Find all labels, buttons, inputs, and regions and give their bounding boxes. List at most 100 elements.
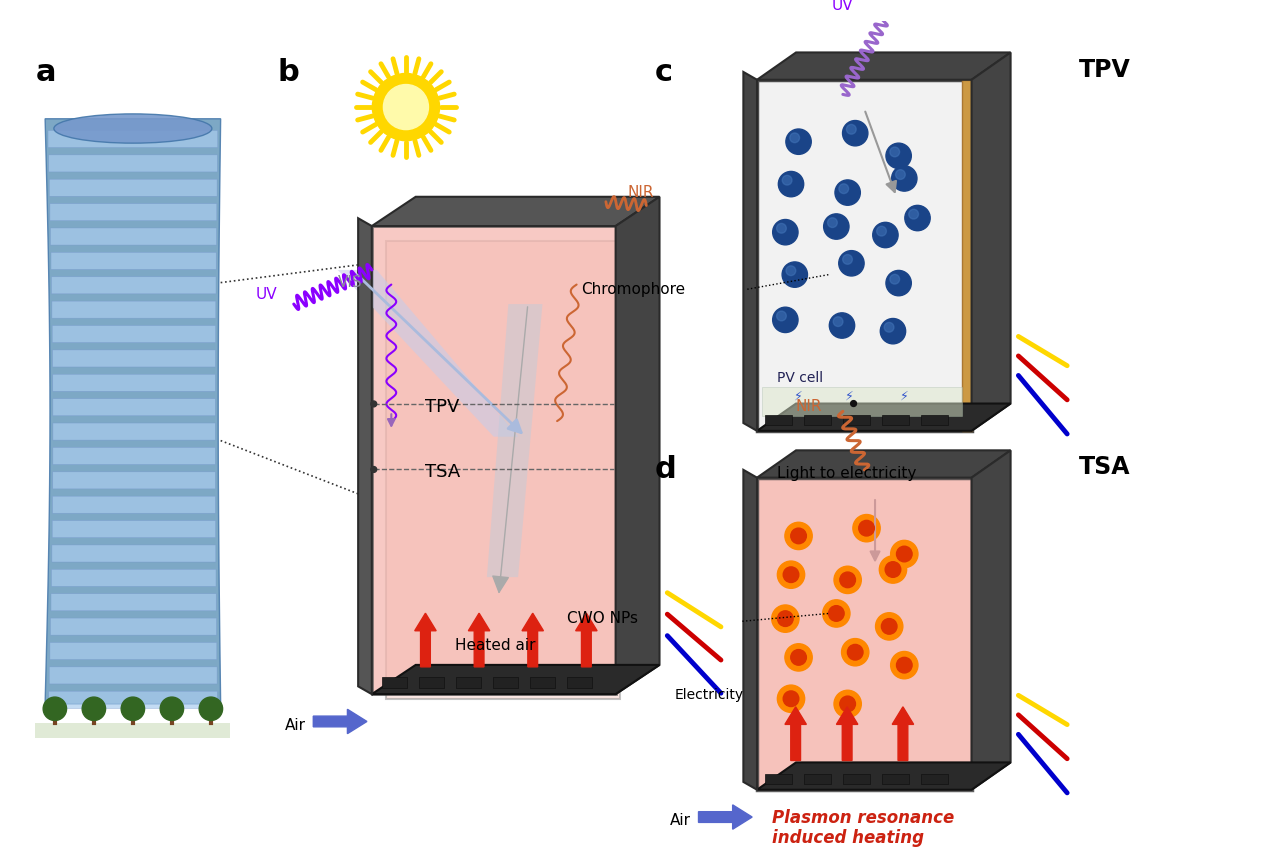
FancyBboxPatch shape [50,618,216,635]
FancyArrow shape [836,707,858,760]
Text: Air: Air [669,813,691,829]
Text: TSA: TSA [1079,456,1130,480]
Polygon shape [371,196,659,226]
Circle shape [890,147,900,157]
Circle shape [840,696,855,712]
FancyBboxPatch shape [52,447,215,464]
Circle shape [782,262,808,287]
Polygon shape [744,72,756,431]
Circle shape [777,685,805,712]
Bar [920,774,948,784]
Circle shape [828,606,844,621]
FancyBboxPatch shape [50,228,216,245]
Circle shape [905,205,931,231]
Circle shape [896,170,905,179]
Circle shape [886,270,911,296]
FancyArrow shape [468,613,490,667]
Circle shape [842,255,852,264]
FancyBboxPatch shape [52,423,215,440]
Circle shape [778,172,804,196]
Circle shape [846,124,856,134]
Polygon shape [45,118,220,704]
FancyBboxPatch shape [51,252,216,269]
Bar [419,677,444,688]
Text: TPV: TPV [1079,58,1130,82]
Bar [456,677,481,688]
Circle shape [891,651,918,679]
Circle shape [835,180,860,205]
Bar [765,774,792,784]
Circle shape [44,697,67,721]
FancyBboxPatch shape [52,350,215,367]
Circle shape [838,184,849,194]
Text: Electricity: Electricity [675,688,744,702]
FancyBboxPatch shape [52,545,216,562]
Circle shape [847,644,863,660]
Circle shape [786,266,796,275]
Bar [762,387,961,416]
Polygon shape [972,450,1011,789]
Circle shape [892,166,916,191]
Text: ⚡: ⚡ [794,390,803,402]
Circle shape [122,697,145,721]
FancyArrow shape [522,613,544,667]
Polygon shape [756,478,972,789]
Bar [920,415,948,425]
Circle shape [777,611,794,626]
Polygon shape [616,196,659,694]
Bar [804,774,831,784]
FancyBboxPatch shape [52,399,215,416]
FancyArrow shape [785,707,806,760]
Text: VIS: VIS [338,275,362,289]
Bar [842,415,870,425]
Text: a: a [36,58,56,88]
FancyBboxPatch shape [49,692,218,709]
Polygon shape [756,403,1011,431]
Ellipse shape [54,114,212,143]
FancyBboxPatch shape [51,277,216,293]
Text: NIR: NIR [627,184,654,200]
FancyBboxPatch shape [52,521,215,538]
Bar [567,677,593,688]
FancyArrow shape [699,805,753,829]
FancyBboxPatch shape [52,472,215,489]
Circle shape [841,638,869,666]
FancyBboxPatch shape [52,301,216,318]
Text: Air: Air [284,718,306,733]
Circle shape [160,697,183,721]
Polygon shape [756,52,1011,80]
Text: UV: UV [256,287,278,302]
Circle shape [828,218,837,227]
Circle shape [851,401,856,407]
Text: NIR: NIR [796,399,822,414]
Polygon shape [756,763,1011,789]
Bar [765,415,792,425]
FancyBboxPatch shape [49,154,218,172]
Circle shape [873,222,899,248]
Text: CWO NPs: CWO NPs [567,611,637,626]
Polygon shape [744,470,756,789]
Circle shape [783,567,799,583]
Text: Plasmon resonance
induced heating: Plasmon resonance induced heating [772,808,954,848]
FancyArrow shape [415,613,436,667]
Circle shape [82,697,105,721]
FancyBboxPatch shape [50,179,218,196]
Circle shape [876,613,902,640]
Circle shape [200,697,223,721]
Polygon shape [972,52,1011,431]
Circle shape [785,644,813,671]
Circle shape [891,541,918,568]
Bar [961,80,972,431]
FancyArrow shape [576,613,596,667]
Circle shape [772,605,799,632]
FancyBboxPatch shape [52,325,215,342]
Circle shape [783,691,799,706]
Circle shape [773,307,797,333]
Circle shape [833,317,844,327]
Circle shape [840,572,855,588]
FancyBboxPatch shape [50,643,216,660]
Text: Light to electricity: Light to electricity [777,466,916,480]
FancyBboxPatch shape [52,496,215,513]
Text: ⚡: ⚡ [900,390,909,402]
Bar [36,723,230,738]
